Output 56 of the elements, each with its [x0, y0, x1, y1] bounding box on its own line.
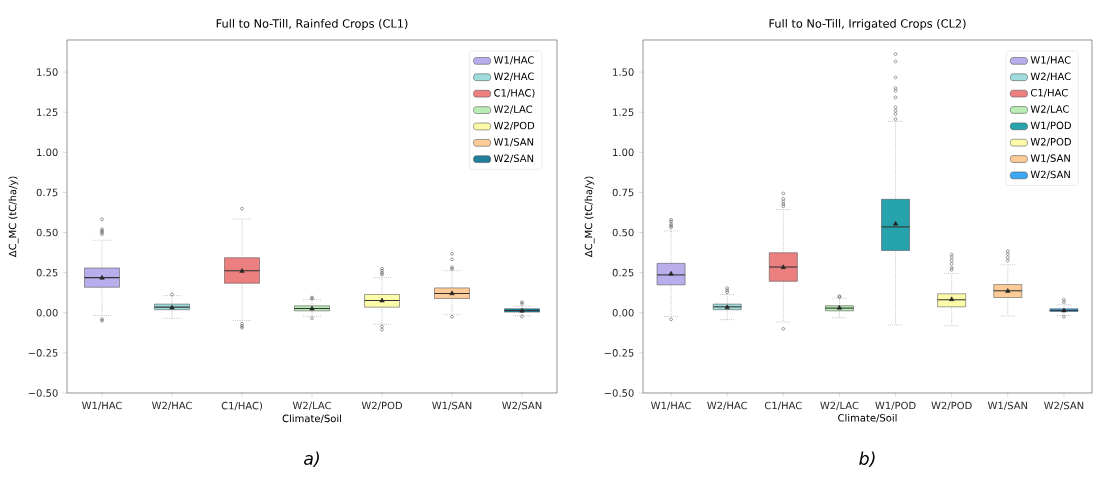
legend-label: W1/POD — [1030, 121, 1071, 130]
y-tick-label: 1.25 — [613, 108, 634, 116]
x-tick-label: W2/SAN — [502, 401, 542, 411]
y-tick-label: −0.50 — [28, 389, 58, 397]
x-tick-label: W1/HAC — [81, 401, 122, 411]
text: a) — [304, 451, 319, 468]
x-tick-label: W1/SAN — [987, 401, 1028, 411]
y-axis-title: ΔC_MC (tC/ha/y) — [8, 176, 19, 258]
legend-label: W2/HAC — [1030, 72, 1071, 81]
y-tick-label: 1.00 — [37, 148, 58, 157]
legend-label: W2/POD — [493, 121, 535, 131]
text: b) — [859, 451, 875, 468]
x-tick-label: W2/SAN — [1044, 401, 1084, 411]
y-tick-label: 1.00 — [613, 148, 634, 157]
y-tick-label: −0.25 — [28, 349, 58, 357]
x-tick-label: W1/SAN — [432, 401, 472, 411]
y-tick-label: 1.50 — [37, 68, 58, 76]
y-tick-label: −0.50 — [604, 389, 634, 397]
legend-label: W1/HAC — [493, 56, 534, 65]
legend-label: W2/LAC — [1030, 105, 1069, 114]
y-tick-label: 1.50 — [613, 68, 634, 76]
y-tick-label: 0.25 — [36, 268, 58, 277]
legend-label: W1/SAN — [1030, 154, 1070, 163]
legend-label: W2/POD — [1030, 137, 1071, 147]
y-tick-label: 0.50 — [612, 228, 634, 237]
legend-label: W1/SAN — [493, 138, 534, 147]
x-tick-label: W1/HAC — [651, 401, 691, 411]
x-tick-label: W1/POD — [875, 401, 916, 411]
x-axis-title: Climate/Soil — [838, 413, 897, 423]
x-tick-label: W2/POD — [361, 401, 403, 411]
x-tick-label: W2/HAC — [151, 401, 192, 411]
x-axis-title: Climate/Soil — [282, 414, 342, 423]
y-tick-label: 0.75 — [612, 188, 634, 197]
chart-title: Full to No-Till, Rainfed Crops (CL1) — [216, 18, 408, 30]
y-tick-label: −0.25 — [604, 349, 634, 357]
legend-label: W2/HAC — [493, 72, 534, 81]
legend-label: C1/HAC — [1030, 88, 1068, 98]
y-tick-label: 0.50 — [36, 228, 58, 237]
x-tick-label: C1/HAC — [764, 401, 802, 411]
legend-label: C1/HAC) — [494, 88, 535, 98]
x-tick-label: W2/POD — [931, 401, 972, 411]
y-tick-label: 0.75 — [36, 188, 58, 197]
legend-label: W2/SAN — [1030, 170, 1070, 180]
x-tick-label: W2/LAC — [292, 401, 331, 411]
y-tick-label: 0.00 — [612, 308, 634, 317]
x-tick-label: W2/LAC — [820, 401, 859, 411]
y-tick-label: 0.25 — [612, 268, 634, 277]
y-tick-label: 1.25 — [37, 108, 58, 116]
x-tick-label: W2/HAC — [707, 401, 748, 411]
legend-label: W2/LAC — [493, 105, 533, 114]
legend-label: W1/HAC — [1030, 56, 1071, 65]
chart-title: Full to No-Till, Irrigated Crops (CL2) — [769, 18, 966, 30]
legend-label: W2/SAN — [493, 154, 534, 163]
y-tick-label: 0.00 — [36, 308, 58, 317]
x-tick-label: C1/HAC) — [221, 401, 263, 411]
y-axis-title: ΔC_MC (tC/ha/y) — [584, 176, 595, 258]
